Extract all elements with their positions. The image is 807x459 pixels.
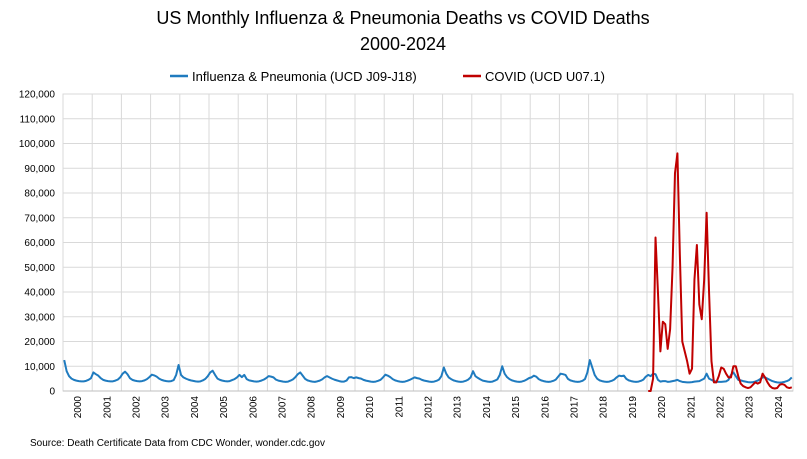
x-tick-label: 2011 (394, 396, 405, 418)
x-tick-label: 2021 (686, 396, 697, 419)
x-tick-label: 2002 (132, 396, 143, 419)
y-tick-label: 120,000 (19, 90, 56, 101)
x-tick-label: 2009 (336, 396, 347, 419)
x-tick-label: 2007 (278, 396, 289, 419)
x-tick-label: 2005 (219, 396, 230, 419)
source-note: Source: Death Certificate Data from CDC … (30, 438, 325, 449)
y-tick-label: 100,000 (19, 139, 56, 150)
x-tick-label: 2016 (540, 396, 551, 419)
y-tick-label: 10,000 (24, 362, 55, 373)
y-tick-label: 40,000 (24, 288, 55, 299)
x-tick-label: 2015 (511, 396, 522, 419)
x-tick-label: 2006 (248, 396, 259, 419)
x-tick-label: 2003 (161, 396, 172, 419)
x-tick-label: 2004 (190, 396, 201, 419)
y-tick-label: 70,000 (24, 213, 55, 224)
x-tick-label: 2000 (73, 396, 84, 419)
y-tick-label: 20,000 (24, 337, 55, 348)
series-line (63, 359, 793, 384)
chart-title: US Monthly Influenza & Pneumonia Deaths … (156, 8, 649, 28)
y-tick-label: 60,000 (24, 238, 55, 249)
x-tick-label: 2022 (716, 396, 727, 419)
y-tick-label: 80,000 (24, 189, 55, 200)
x-tick-label: 2019 (628, 396, 639, 419)
x-tick-label: 2012 (424, 396, 435, 419)
x-tick-label: 2018 (599, 396, 610, 419)
x-tick-label: 2001 (102, 396, 113, 419)
legend-label: COVID (UCD U07.1) (485, 69, 605, 84)
series-line (648, 152, 793, 392)
x-tick-label: 2008 (307, 396, 318, 419)
y-tick-label: 30,000 (24, 312, 55, 323)
x-tick-label: 2017 (570, 396, 581, 419)
x-tick-label: 2013 (453, 396, 464, 419)
x-tick-label: 2010 (365, 396, 376, 419)
x-tick-label: 2020 (657, 396, 668, 419)
y-tick-label: 50,000 (24, 263, 55, 274)
x-tick-label: 2023 (745, 396, 756, 419)
x-tick-label: 2024 (774, 396, 785, 419)
y-tick-label: 90,000 (24, 164, 55, 175)
y-tick-label: 110,000 (20, 114, 56, 125)
chart-subtitle: 2000-2024 (360, 34, 446, 54)
x-tick-label: 2014 (482, 396, 493, 419)
y-tick-label: 0 (49, 387, 55, 398)
legend-label: Influenza & Pneumonia (UCD J09-J18) (192, 69, 417, 84)
